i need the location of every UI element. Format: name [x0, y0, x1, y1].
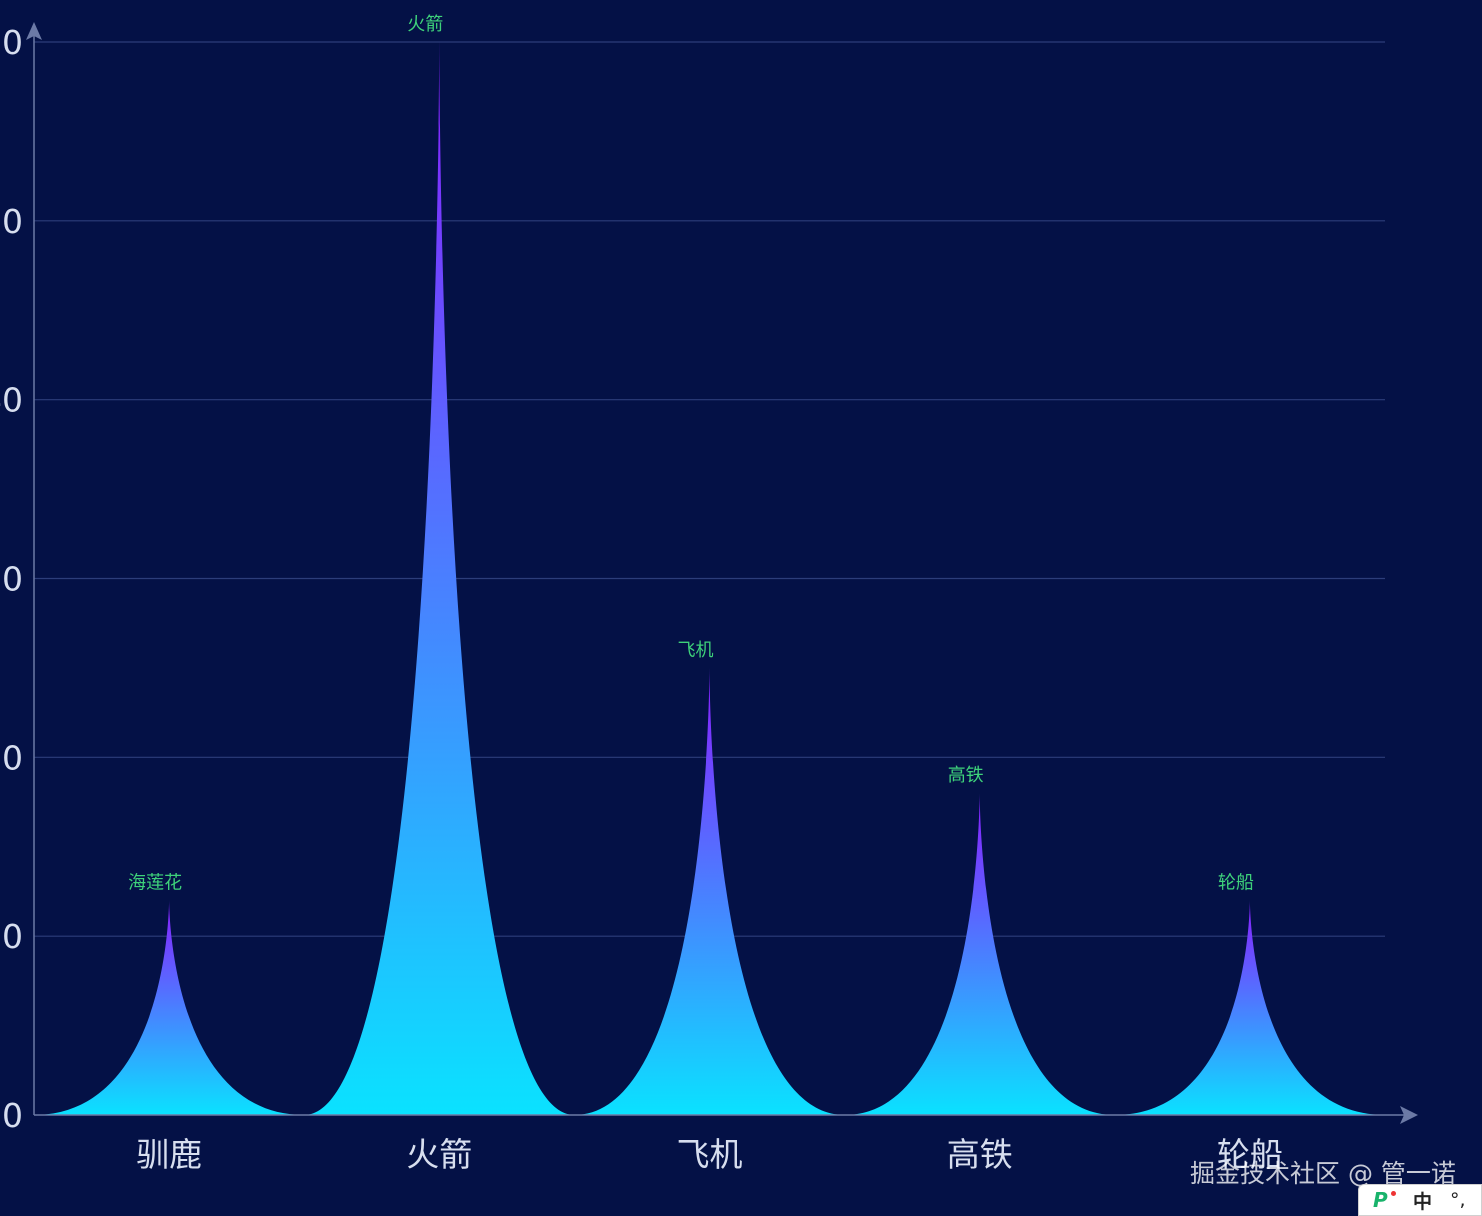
y-axis-arrow-icon [26, 22, 42, 40]
peaks [34, 42, 1385, 1115]
gridlines [34, 41, 1385, 937]
peak-label: 火箭 [407, 14, 443, 35]
peak-火箭[interactable] [304, 42, 575, 1115]
peak-轮船[interactable] [1114, 900, 1385, 1115]
x-tick-label: 高铁 [947, 1135, 1013, 1174]
x-tick-label: 飞机 [677, 1135, 743, 1174]
peak-label: 高铁 [948, 765, 984, 786]
y-tick-label: 0 [2, 1096, 23, 1135]
peak-飞机[interactable] [574, 667, 845, 1115]
y-tick-label: 60 [0, 23, 23, 62]
ime-toolbar[interactable]: P 中 °, [1358, 1184, 1482, 1216]
y-tick-label: 10 [0, 917, 23, 956]
y-tick-label: 40 [0, 381, 23, 420]
peak-label: 飞机 [678, 640, 714, 661]
x-tick-label: 轮船 [1217, 1135, 1283, 1174]
x-tick-label: 火箭 [406, 1135, 472, 1174]
x-tick-labels: 驯鹿 火箭 飞机 高铁 轮船 [136, 1135, 1283, 1174]
x-tick-label: 驯鹿 [136, 1135, 202, 1174]
y-tick-label: 20 [0, 738, 23, 777]
watermark: 掘金技术社区 @ 管一诺 [1190, 1159, 1456, 1188]
peak-高铁[interactable] [844, 793, 1115, 1115]
axes [26, 22, 1418, 1124]
x-axis-arrow-icon [1400, 1106, 1418, 1124]
ime-punctuation-toggle[interactable]: °, [1450, 1189, 1466, 1211]
ime-language-toggle[interactable]: 中 [1413, 1190, 1433, 1213]
y-tick-label: 30 [0, 560, 23, 599]
peak-驯鹿[interactable] [34, 900, 305, 1115]
y-tick-labels: 0 10 20 30 40 50 60 [0, 23, 23, 1135]
pinyin-logo-icon[interactable]: P [1371, 1185, 1401, 1215]
peak-label: 海莲花 [128, 872, 182, 893]
peak-label: 轮船 [1218, 872, 1254, 893]
y-tick-label: 50 [0, 202, 23, 241]
